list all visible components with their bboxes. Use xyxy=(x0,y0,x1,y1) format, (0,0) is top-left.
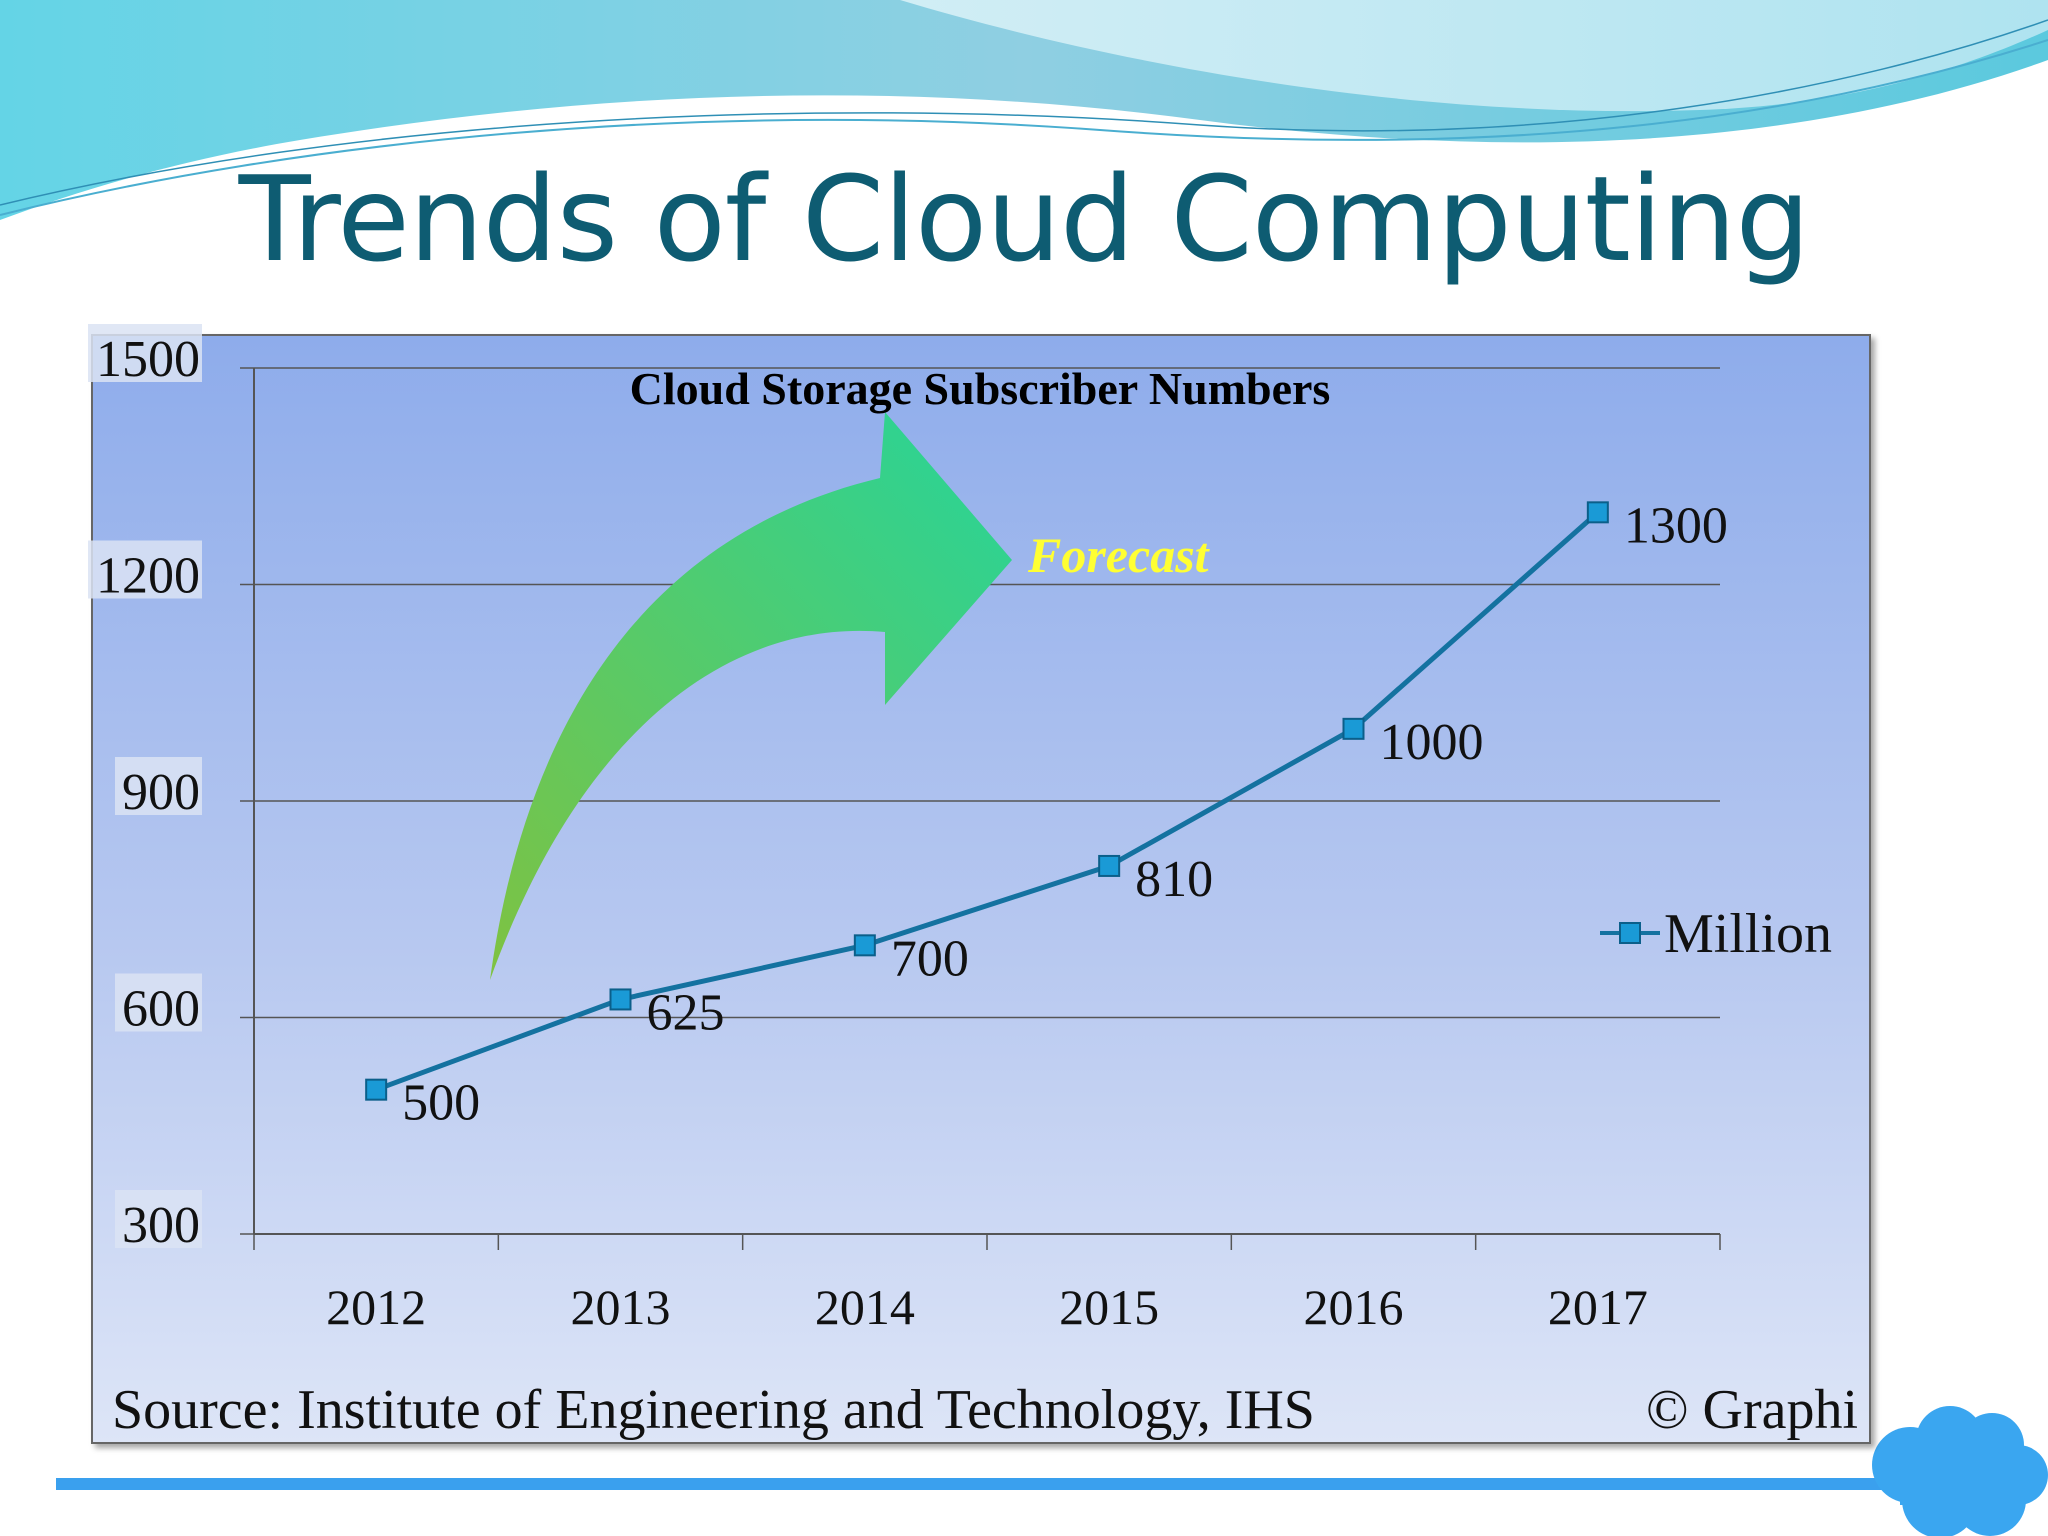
top-wave-decoration xyxy=(0,0,2048,220)
legend: Million xyxy=(1600,903,1832,965)
x-tick-label-2014: 2014 xyxy=(815,1279,915,1335)
axis-ticks: 300 600 900 1200 1500 2012 2013 2014 2015 2016 201… xyxy=(88,324,1721,1335)
data-point-2016 xyxy=(1342,717,1365,740)
legend-marker xyxy=(1619,922,1641,944)
series-line-million xyxy=(375,510,1600,1093)
forecast-arrow xyxy=(490,412,1012,980)
legend-label: Million xyxy=(1664,903,1832,965)
source-text: Source: Institute of Engineering and Tec… xyxy=(112,1379,1315,1441)
bottom-bar xyxy=(56,1478,1916,1490)
series-million: 500 625 700 810 1000 1300 xyxy=(365,497,1728,1132)
y-tick-bg-1500 xyxy=(88,324,202,382)
data-point-2013 xyxy=(609,988,632,1011)
y-tick-label-900: 900 xyxy=(122,764,200,821)
data-point-2012 xyxy=(365,1078,388,1101)
data-label-2015: 810 xyxy=(1135,851,1213,908)
y-tick-label-1200: 1200 xyxy=(96,548,200,605)
data-label-2012: 500 xyxy=(402,1075,480,1132)
y-tick-bg-900 xyxy=(115,757,202,815)
data-label-2013: 625 xyxy=(647,984,725,1041)
y-tick-bg-600 xyxy=(115,973,202,1032)
data-point-2017 xyxy=(1586,501,1609,524)
y-tick-label-300: 300 xyxy=(122,1197,200,1254)
y-tick-label-600: 600 xyxy=(122,981,200,1038)
x-tick-label-2015: 2015 xyxy=(1059,1279,1159,1335)
slide-title: Trends of Cloud Computing xyxy=(238,150,1811,288)
cloud-icon xyxy=(1872,1406,2048,1536)
chart-title: Cloud Storage Subscriber Numbers xyxy=(630,363,1331,414)
y-tick-label-1500: 1500 xyxy=(96,331,200,388)
copyright-text: © Graphi xyxy=(1646,1379,1858,1441)
data-point-2014 xyxy=(853,934,876,957)
x-tick-label-2016: 2016 xyxy=(1304,1279,1404,1335)
x-tick-label-2012: 2012 xyxy=(326,1279,426,1335)
y-tick-bg-1200 xyxy=(88,540,202,599)
x-tick-label-2017: 2017 xyxy=(1548,1279,1648,1335)
y-tick-bg-300 xyxy=(115,1190,202,1248)
data-label-2014: 700 xyxy=(891,930,969,987)
data-point-2015 xyxy=(1098,854,1121,877)
chart-panel xyxy=(91,334,1871,1444)
data-label-2016: 1000 xyxy=(1380,714,1484,771)
data-label-2017: 1300 xyxy=(1624,497,1728,554)
forecast-annotation: Forecast xyxy=(1027,527,1211,583)
x-tick-label-2013: 2013 xyxy=(571,1279,671,1335)
